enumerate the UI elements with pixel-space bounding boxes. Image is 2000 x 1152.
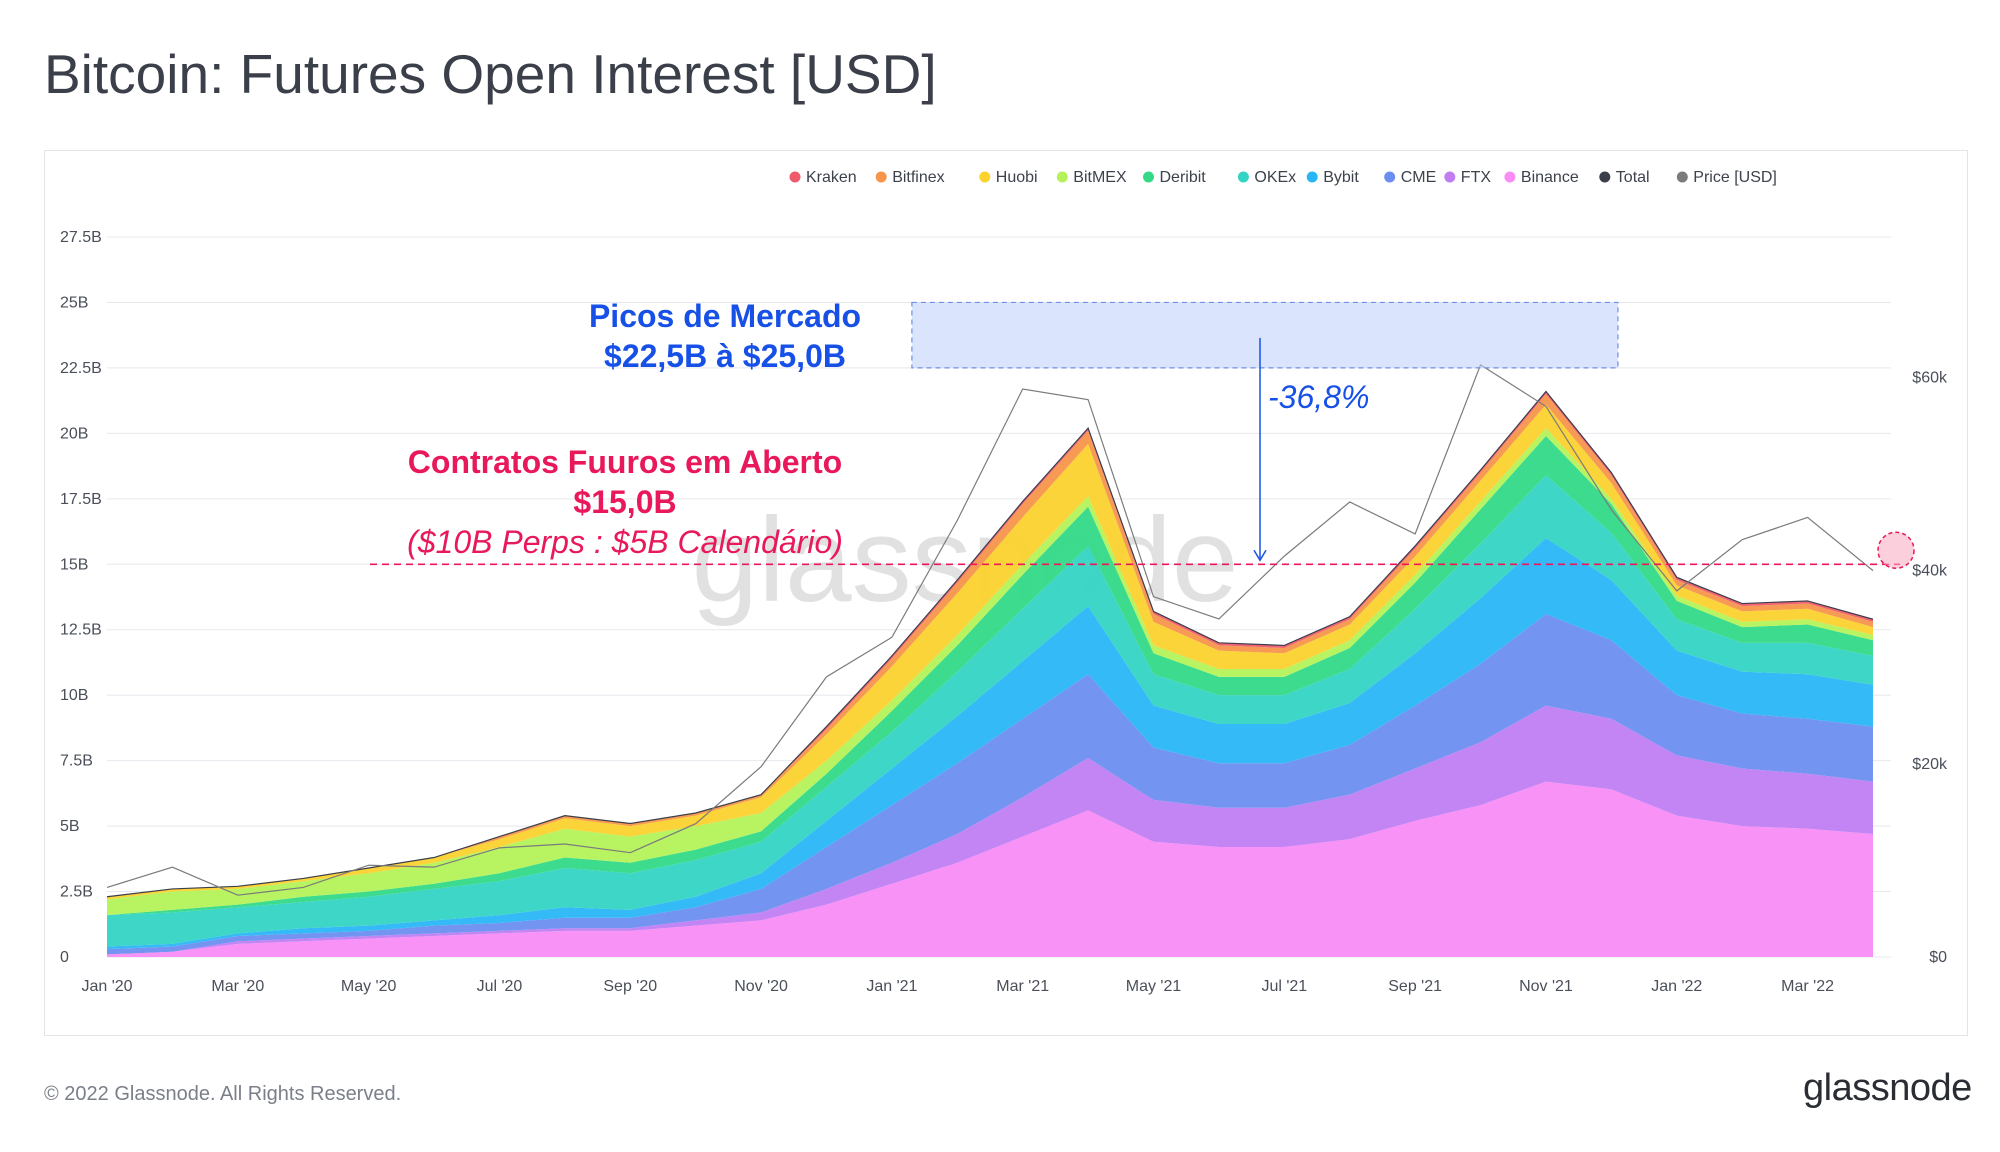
legend[interactable]: Kraken Bitfinex Huobi BitMEX Deribit OKEx Bybi… [789, 169, 1777, 186]
legend-label: BitMEX [1073, 169, 1127, 186]
y-tick-label: 12.5B [60, 622, 102, 639]
x-tick-label: Mar '21 [996, 978, 1049, 995]
peak-band-label: Picos de Mercado [589, 298, 861, 334]
drawdown-label: -36,8% [1268, 379, 1369, 415]
legend-item-cme[interactable]: CME [1384, 169, 1436, 186]
area-binance [107, 781, 1873, 957]
legend-label: Bybit [1323, 169, 1359, 186]
line-total [106, 390, 1874, 898]
y-tick-label: 2.5B [60, 884, 93, 901]
open-interest-label: Contratos Fuuros em Aberto [408, 444, 842, 480]
area-ftx [107, 705, 1873, 955]
legend-swatch [1599, 171, 1611, 183]
line-price [106, 363, 1874, 896]
area-cme [107, 614, 1873, 955]
legend-swatch [1384, 171, 1396, 183]
price-tick-label: $60k [1912, 369, 1948, 386]
area-okex [107, 475, 1873, 947]
legend-label: CME [1401, 169, 1437, 186]
legend-swatch [979, 171, 991, 183]
y-tick-label: 22.5B [60, 360, 102, 377]
x-tick-label: Mar '20 [211, 978, 264, 995]
y-tick-label: 0 [60, 949, 69, 966]
legend-swatch [1444, 171, 1456, 183]
y-tick-label: 25B [60, 294, 88, 311]
area-bybit [107, 538, 1873, 950]
price-axis-ticks: $0 $20k $40k $60k [1912, 369, 1948, 966]
legend-item-deribit[interactable]: Deribit [1143, 169, 1206, 186]
y-tick-label: 15B [60, 556, 88, 573]
copyright: © 2022 Glassnode. All Rights Reserved. [44, 1083, 402, 1105]
x-tick-label: Jan '22 [1651, 978, 1702, 995]
x-tick-label: Sep '21 [1388, 978, 1442, 995]
x-tick-label: Nov '21 [1519, 978, 1573, 995]
legend-item-huobi[interactable]: Huobi [979, 169, 1038, 186]
price-tick-label: $0 [1929, 949, 1947, 966]
y-tick-label: 5B [60, 818, 80, 835]
legend-label: OKEx [1254, 169, 1296, 186]
legend-label: Binance [1521, 169, 1579, 186]
y-axis-ticks: 0 2.5B 5B 7.5B 10B 12.5B 15B 17.5B 20B 22.5B 25B 27… [60, 229, 102, 966]
stacked-areas [107, 391, 1873, 957]
legend-item-ftx[interactable]: FTX [1444, 169, 1491, 186]
y-tick-label: 27.5B [60, 229, 102, 246]
open-interest-value: $15,0B [573, 484, 676, 520]
series-lines [106, 363, 1874, 898]
price-tick-label: $20k [1912, 756, 1948, 773]
legend-label: Deribit [1160, 169, 1207, 186]
x-axis-ticks: Jan '20 Mar '20 May '20 Jul '20 Sep '20 Nov '… [81, 978, 1834, 995]
legend-label: FTX [1461, 169, 1492, 186]
current-value-marker [1877, 531, 1915, 570]
legend-label: Bitfinex [892, 169, 944, 186]
x-tick-label: Jul '20 [477, 978, 523, 995]
glassnode-logo[interactable]: glassnode [1803, 1067, 1972, 1109]
futures-open-interest-chart: Kraken Bitfinex Huobi BitMEX Deribit OKEx Bybi… [60, 169, 1948, 995]
legend-item-price-usd[interactable]: Price [USD] [1676, 169, 1777, 186]
x-tick-label: Sep '20 [603, 978, 657, 995]
legend-swatch [1237, 171, 1249, 183]
x-tick-label: Jan '21 [866, 978, 917, 995]
y-tick-label: 10B [60, 687, 88, 704]
legend-label: Kraken [806, 169, 857, 186]
legend-label: Huobi [996, 169, 1038, 186]
legend-item-bitfinex[interactable]: Bitfinex [875, 169, 945, 186]
y-tick-label: 17.5B [60, 491, 102, 508]
legend-swatch [1676, 171, 1688, 183]
chart-frame: Kraken Bitfinex Huobi BitMEX Deribit OKEx Bybi… [44, 150, 1968, 1036]
legend-swatch [1143, 171, 1154, 183]
peak-band-range: $22,5B à $25,0B [604, 338, 846, 374]
legend-swatch [875, 171, 887, 183]
legend-swatch [1056, 171, 1068, 183]
drawdown-arrowhead [1253, 549, 1267, 562]
legend-item-kraken[interactable]: Kraken [789, 169, 857, 186]
peak-band [911, 301, 1619, 369]
open-interest-split: ($10B Perps : $5B Calendário) [407, 524, 843, 560]
y-tick-label: 7.5B [60, 753, 93, 770]
annotations: Picos de Mercado $22,5B à $25,0B -36,8% Con… [370, 298, 1915, 570]
price-tick-label: $40k [1912, 563, 1948, 580]
legend-label: Price [USD] [1693, 169, 1777, 186]
x-tick-label: Jul '21 [1261, 978, 1307, 995]
legend-item-okex[interactable]: OKEx [1237, 169, 1296, 186]
x-tick-label: May '21 [1126, 978, 1182, 995]
legend-item-bitmex[interactable]: BitMEX [1056, 169, 1127, 186]
legend-swatch [1504, 171, 1516, 183]
legend-item-bybit[interactable]: Bybit [1306, 169, 1360, 186]
legend-item-total[interactable]: Total [1599, 169, 1650, 186]
x-tick-label: Nov '20 [734, 978, 788, 995]
y-tick-label: 20B [60, 425, 88, 442]
legend-swatch [1306, 171, 1318, 183]
page-title: Bitcoin: Futures Open Interest [USD] [44, 43, 937, 105]
x-tick-label: May '20 [341, 978, 397, 995]
legend-label: Total [1616, 169, 1650, 186]
legend-swatch [789, 171, 801, 183]
legend-item-binance[interactable]: Binance [1504, 169, 1579, 186]
x-tick-label: Mar '22 [1781, 978, 1834, 995]
x-tick-label: Jan '20 [81, 978, 132, 995]
